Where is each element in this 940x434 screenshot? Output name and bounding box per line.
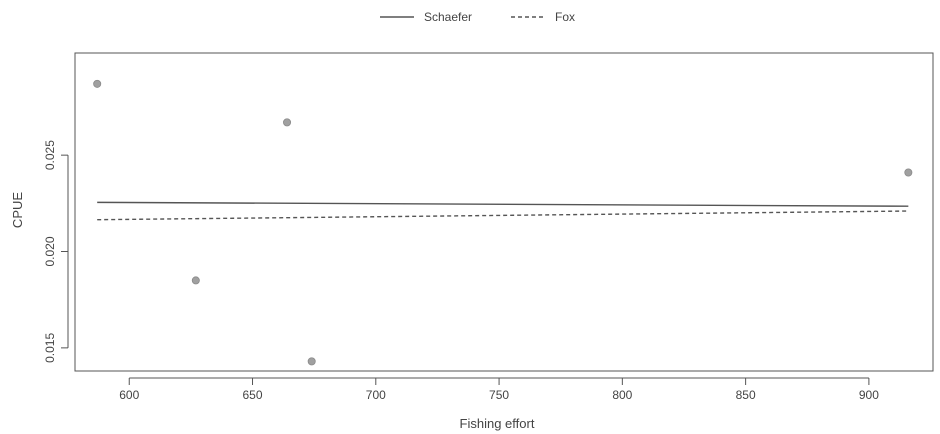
series-line-schaefer [97,201,909,207]
x-tick-label: 600 [119,388,139,402]
series-line-fox [97,210,909,221]
data-point [904,168,913,177]
x-tick-label: 800 [612,388,632,402]
y-tick-label: 0.025 [43,140,57,170]
x-tick-label: 850 [736,388,756,402]
x-tick-label: 900 [859,388,879,402]
x-tick-label: 750 [489,388,509,402]
points-layer [93,79,913,366]
data-point [93,79,102,88]
y-tick-label: 0.020 [43,236,57,266]
x-axis-label: Fishing effort [460,416,535,431]
plot-frame [74,52,934,372]
data-point [283,118,292,127]
legend-label-fox: Fox [555,10,575,24]
y-tick-label: 0.015 [43,333,57,363]
x-tick-label: 650 [243,388,263,402]
x-tick-label: 700 [366,388,386,402]
y-axis: 0.015 0.020 0.025 [43,140,69,363]
y-axis-label: CPUE [10,192,25,228]
data-point [307,357,316,366]
x-axis: 600 650 700 750 800 850 900 [119,377,879,402]
data-point [191,276,200,285]
legend-label-schaefer: Schaefer [424,10,472,24]
series-layer [97,201,909,221]
legend: Schaefer Fox [380,10,575,24]
